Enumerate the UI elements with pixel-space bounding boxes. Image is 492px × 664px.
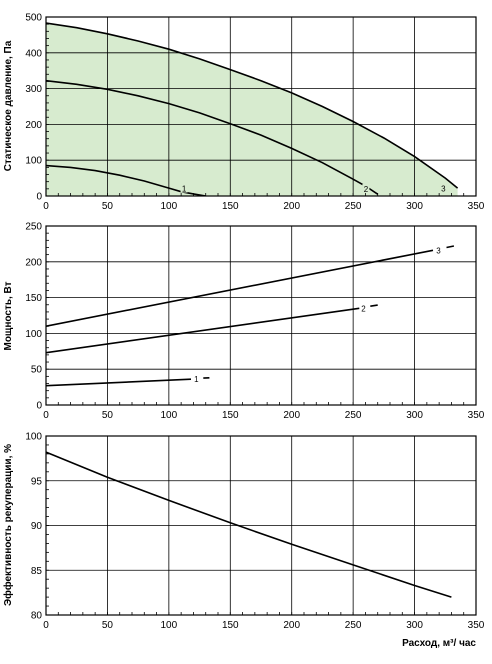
- x-axis-label: Расход, м³/ час: [402, 638, 476, 649]
- x-tick-label: 350: [468, 410, 485, 421]
- y-tick-label: 100: [25, 329, 42, 340]
- y-tick-label: 50: [31, 365, 43, 376]
- x-tick-label: 250: [345, 410, 362, 421]
- x-tick-label: 350: [468, 620, 485, 631]
- curve-label-3: 3: [441, 184, 446, 193]
- x-tick-label: 100: [161, 620, 178, 631]
- y-tick-label: 0: [36, 401, 42, 412]
- y-axis-label: Эффективность рекуперации, %: [2, 444, 14, 606]
- y-tick-label: 500: [25, 13, 42, 24]
- y-tick-label: 90: [31, 521, 43, 532]
- x-tick-label: 100: [161, 201, 178, 212]
- x-tick-label: 50: [102, 201, 114, 212]
- y-tick-label: 250: [25, 222, 42, 233]
- y-tick-label: 85: [31, 566, 43, 577]
- y-tick-label: 80: [31, 611, 43, 622]
- x-tick-label: 150: [222, 201, 239, 212]
- x-tick-label: 150: [222, 410, 239, 421]
- y-tick-label: 300: [25, 84, 42, 95]
- x-tick-label: 0: [43, 620, 49, 631]
- y-tick-label: 200: [25, 120, 42, 131]
- x-tick-label: 300: [406, 410, 423, 421]
- y-tick-label: 200: [25, 257, 42, 268]
- y-axis-label: Мощность, Вт: [3, 281, 14, 350]
- y-tick-label: 400: [25, 48, 42, 59]
- y-tick-label: 95: [31, 476, 43, 487]
- x-tick-label: 0: [43, 201, 49, 212]
- x-tick-label: 0: [43, 410, 49, 421]
- y-tick-label: 100: [25, 432, 42, 443]
- y-axis-label: Статическое давление, Па: [3, 40, 14, 171]
- x-tick-label: 100: [161, 410, 178, 421]
- curve-label-3: 3: [436, 246, 441, 255]
- x-tick-label: 200: [283, 410, 300, 421]
- curve-label-1: 1: [194, 375, 199, 384]
- curve-label-1: 1: [182, 184, 187, 193]
- x-tick-label: 50: [102, 410, 114, 421]
- x-tick-label: 250: [345, 201, 362, 212]
- x-tick-label: 350: [468, 201, 485, 212]
- y-tick-label: 100: [25, 156, 42, 167]
- y-tick-label: 150: [25, 293, 42, 304]
- y-tick-label: 0: [36, 192, 42, 203]
- x-tick-label: 150: [222, 620, 239, 631]
- x-tick-label: 250: [345, 620, 362, 631]
- curve-label-2: 2: [364, 185, 369, 194]
- series-dash-2: [370, 305, 377, 306]
- x-tick-label: 300: [406, 620, 423, 631]
- x-tick-label: 50: [102, 620, 114, 631]
- x-tick-label: 200: [283, 201, 300, 212]
- x-tick-label: 200: [283, 620, 300, 631]
- x-tick-label: 300: [406, 201, 423, 212]
- curve-label-2: 2: [361, 304, 366, 313]
